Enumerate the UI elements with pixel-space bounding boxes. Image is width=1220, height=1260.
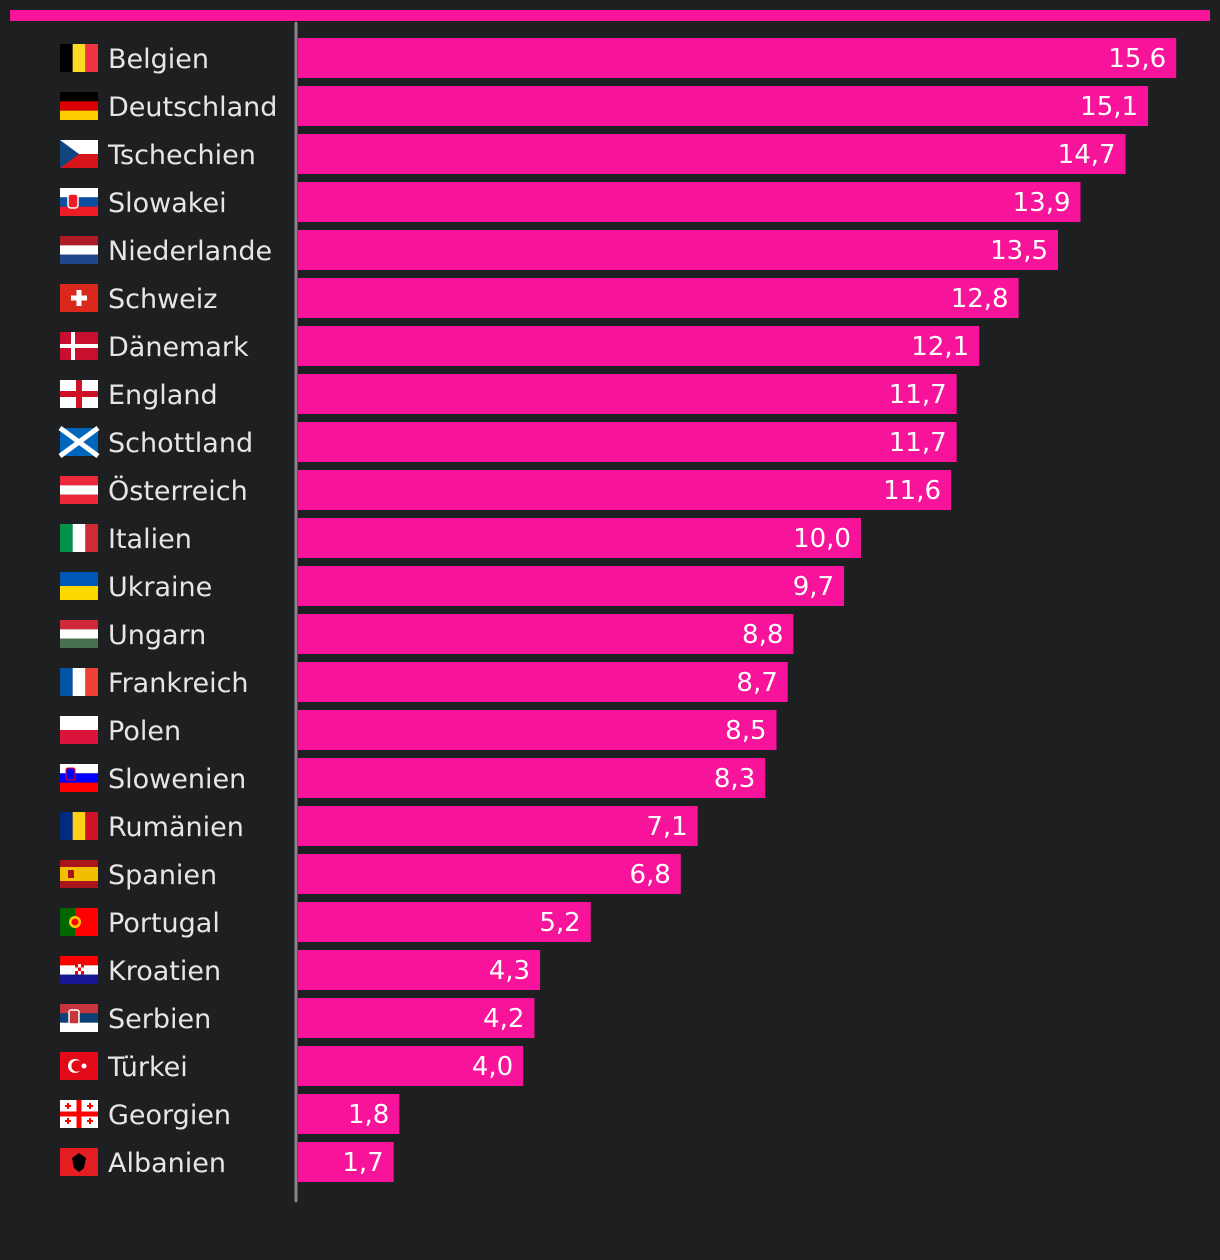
bar bbox=[298, 326, 980, 366]
bar bbox=[298, 422, 957, 462]
value-label: 7,1 bbox=[646, 812, 687, 842]
bar bbox=[298, 182, 1081, 222]
category-label: Österreich bbox=[108, 475, 248, 507]
ukraine-flag-icon bbox=[60, 572, 98, 600]
bar bbox=[298, 278, 1019, 318]
category-label: Portugal bbox=[108, 908, 220, 939]
category-label: Slowakei bbox=[108, 188, 227, 219]
bar bbox=[298, 662, 788, 702]
value-label: 12,1 bbox=[911, 332, 969, 362]
value-label: 10,0 bbox=[793, 524, 851, 554]
value-label: 8,3 bbox=[714, 764, 755, 794]
scotland-flag-icon bbox=[58, 425, 100, 459]
portugal-flag-icon bbox=[60, 908, 98, 936]
netherlands-flag-icon bbox=[60, 236, 98, 264]
bar bbox=[298, 518, 861, 558]
bar bbox=[298, 1046, 524, 1086]
top-accent-bar bbox=[10, 10, 1210, 21]
value-label: 11,6 bbox=[883, 476, 941, 506]
bar bbox=[298, 854, 681, 894]
bar bbox=[298, 806, 698, 846]
category-label: Ukraine bbox=[108, 572, 212, 603]
value-label: 8,8 bbox=[742, 620, 783, 650]
turkey-flag-icon bbox=[60, 1052, 98, 1080]
bar bbox=[298, 374, 957, 414]
croatia-flag-icon bbox=[60, 956, 98, 984]
value-label: 4,0 bbox=[472, 1052, 513, 1082]
bar bbox=[298, 230, 1058, 270]
switzerland-flag-icon bbox=[60, 284, 98, 312]
category-label: Italien bbox=[108, 524, 192, 555]
category-label: Albanien bbox=[108, 1148, 226, 1179]
bar bbox=[298, 710, 777, 750]
bar bbox=[298, 758, 766, 798]
value-label: 15,1 bbox=[1080, 92, 1138, 122]
bar bbox=[298, 1094, 400, 1134]
value-label: 4,3 bbox=[489, 956, 530, 986]
bar bbox=[298, 1142, 394, 1182]
romania-flag-icon bbox=[60, 812, 98, 840]
category-label: Rumänien bbox=[108, 812, 244, 843]
bar bbox=[298, 38, 1177, 78]
value-label: 9,7 bbox=[793, 572, 834, 602]
value-label: 8,5 bbox=[725, 716, 766, 746]
category-label: Schweiz bbox=[108, 284, 217, 315]
value-label: 15,6 bbox=[1108, 44, 1166, 74]
bar bbox=[298, 86, 1149, 126]
value-label: 1,7 bbox=[342, 1148, 383, 1178]
czechia-flag-icon bbox=[60, 140, 98, 168]
value-label: 6,8 bbox=[629, 860, 670, 890]
england-flag-icon bbox=[60, 380, 98, 408]
denmark-flag-icon bbox=[60, 332, 98, 360]
category-label: England bbox=[108, 380, 218, 411]
bar bbox=[298, 998, 535, 1038]
category-label: Belgien bbox=[108, 44, 209, 75]
belgium-flag-icon bbox=[60, 44, 98, 72]
bar bbox=[298, 614, 794, 654]
category-label: Polen bbox=[108, 716, 181, 747]
category-label: Tschechien bbox=[107, 140, 256, 171]
value-label: 11,7 bbox=[889, 380, 947, 410]
category-label: Slowenien bbox=[108, 764, 246, 795]
value-label: 8,7 bbox=[736, 668, 777, 698]
value-label: 5,2 bbox=[539, 908, 580, 938]
germany-flag-icon bbox=[60, 92, 98, 120]
value-label: 12,8 bbox=[951, 284, 1009, 314]
category-label: Serbien bbox=[108, 1004, 211, 1035]
category-label: Georgien bbox=[108, 1100, 231, 1131]
category-label: Türkei bbox=[107, 1052, 188, 1083]
category-label: Kroatien bbox=[108, 956, 221, 987]
bar bbox=[298, 134, 1126, 174]
spain-flag-icon bbox=[60, 860, 98, 888]
austria-flag-icon bbox=[60, 476, 98, 504]
value-label: 4,2 bbox=[483, 1004, 524, 1034]
category-label: Ungarn bbox=[108, 620, 206, 651]
hungary-flag-icon bbox=[60, 620, 98, 648]
slovakia-flag-icon bbox=[60, 188, 98, 216]
albania-flag-icon bbox=[60, 1148, 98, 1176]
italy-flag-icon bbox=[60, 524, 98, 552]
france-flag-icon bbox=[60, 668, 98, 696]
value-label: 13,5 bbox=[990, 236, 1048, 266]
category-label: Niederlande bbox=[108, 236, 272, 267]
serbia-flag-icon bbox=[60, 1004, 98, 1032]
poland-flag-icon bbox=[60, 716, 98, 744]
category-label: Dänemark bbox=[108, 332, 249, 363]
value-label: 11,7 bbox=[889, 428, 947, 458]
category-label: Frankreich bbox=[108, 668, 249, 699]
slovenia-flag-icon bbox=[60, 764, 98, 792]
value-label: 14,7 bbox=[1058, 140, 1116, 170]
georgia-flag-icon bbox=[60, 1100, 98, 1128]
value-label: 13,9 bbox=[1013, 188, 1071, 218]
category-label: Schottland bbox=[108, 428, 253, 459]
bar bbox=[298, 950, 541, 990]
bar bbox=[298, 470, 952, 510]
bar bbox=[298, 902, 591, 942]
category-label: Spanien bbox=[108, 860, 217, 891]
bar bbox=[298, 566, 845, 606]
category-label: Deutschland bbox=[108, 92, 277, 123]
value-label: 1,8 bbox=[348, 1100, 389, 1130]
